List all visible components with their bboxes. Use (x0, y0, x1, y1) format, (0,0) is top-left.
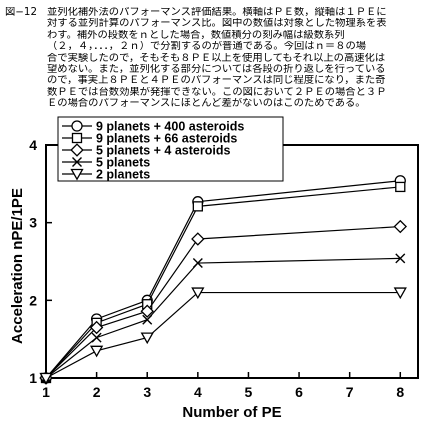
series-layer (39, 175, 408, 385)
caption-text: 並列化補外法のパフォーマンス評価結果。横軸はＰＥ数，縦軸は１ＰＥに 対する並列計… (47, 7, 425, 110)
x-marker (395, 253, 406, 264)
legend-label: 5 planets + 4 asteroids (96, 144, 230, 158)
legend-entry: 9 planets + 400 asteroids (62, 120, 244, 134)
y-tick-label: 3 (29, 215, 37, 231)
data-point (393, 219, 408, 234)
data-point (140, 304, 154, 318)
legend-marker (71, 120, 83, 132)
diamond-marker (140, 304, 154, 318)
square-marker (192, 201, 203, 212)
legend-box (57, 116, 284, 182)
legend-marker (70, 143, 84, 157)
triangle-down-marker (70, 168, 84, 181)
data-point (142, 314, 153, 325)
series-line (45, 225, 401, 379)
caption-line: 望めない。また，並列化する部分については各段の折り返しを行っている (47, 63, 386, 75)
x-tick-label: 7 (346, 384, 354, 400)
legend-entry: 5 planets + 4 asteroids (62, 143, 230, 158)
caption-line: ので，事実上８ＰＥと４ＰＥのパフォーマンスは同じ程度になり，また奇 (47, 75, 386, 87)
square-marker (395, 181, 406, 193)
legend-marker (71, 132, 83, 144)
legend-entry: 9 planets + 66 asteroids (62, 132, 237, 146)
diamond-marker (191, 232, 205, 246)
y-tick-label: 4 (29, 137, 37, 153)
legend-marker (72, 157, 82, 167)
x-tick-label: 4 (194, 384, 202, 400)
figure-caption: 図−12 並列化補外法のパフォーマンス評価結果。横軸はＰＥ数，縦軸は１ＰＥに 対… (5, 7, 427, 115)
data-point (395, 181, 406, 193)
series-4 (41, 253, 406, 383)
triangle-down-marker (140, 332, 154, 345)
x-tick-label: 1 (42, 384, 50, 400)
legend-label: 9 planets + 400 asteroids (96, 120, 244, 134)
caption-line: 数ＰＥでは台数効果が発揮できない。この図において２ＰＥの場合と３Ｐ (47, 86, 387, 98)
x-marker (91, 332, 102, 343)
legend-entry: 2 planets (62, 168, 150, 182)
diamond-marker (70, 143, 84, 157)
diamond-marker (89, 320, 104, 335)
y-tick-label: 1 (29, 370, 37, 386)
series-5 (39, 287, 407, 385)
x-tick-label: 8 (396, 384, 404, 400)
caption-line: 対する並列計算のパフォーマンス比。図中の数値は対象とした物理系を表 (47, 18, 387, 30)
x-tick-label: 2 (93, 384, 101, 400)
y-axis-label: Acceleration nPE/1PE (9, 188, 26, 344)
legend-marker (70, 168, 84, 181)
caption-line: 並列化補外法のパフォーマンス評価結果。横軸はＰＥ数，縦軸は１ＰＥに (47, 7, 387, 18)
data-point (140, 332, 154, 345)
data-point (39, 372, 53, 385)
legend-label: 9 planets + 66 asteroids (96, 132, 237, 146)
x-tick-label: 3 (143, 384, 151, 400)
x-marker-stroke (72, 157, 82, 167)
x-marker-stroke (142, 314, 153, 325)
figure-label: 図−12 (5, 7, 38, 18)
caption-line: 合で実験したので，そもそも８ＰＥ以上を使用してもそれ以上の高速化は (47, 52, 386, 64)
triangle-down-marker (39, 372, 53, 385)
data-point (192, 201, 203, 212)
series-3 (39, 219, 408, 385)
caption-line: （２，４，．．．，２ｎ）で分割するのが普通である。今回はｎ＝８の場 (47, 41, 367, 53)
data-point (89, 345, 104, 358)
legend-label: 2 planets (96, 168, 150, 182)
caption-line: Ｅの場合のパフォーマンスにほとんど差がないのはこのためである。 (47, 98, 366, 110)
data-point (192, 258, 203, 269)
triangle-down-marker (191, 287, 205, 300)
x-tick-label: 5 (245, 384, 253, 400)
x-marker (142, 314, 153, 325)
triangle-down-marker (89, 345, 104, 358)
data-point (89, 320, 104, 335)
diamond-marker (393, 219, 408, 234)
triangle-down-marker (393, 287, 407, 300)
legend-label: 5 planets (96, 156, 150, 170)
caption-line: わす。補外の段数をｎとした場合，数値積分の刻み幅は級数系列 (47, 29, 345, 41)
data-point (91, 332, 102, 343)
legend-entry: 5 planets (62, 156, 150, 170)
data-point (191, 287, 205, 300)
x-marker-stroke (192, 258, 203, 269)
x-marker (72, 157, 82, 167)
data-point (393, 287, 407, 300)
data-point (191, 232, 205, 246)
x-axis-label: Number of PE (182, 404, 281, 421)
x-marker-stroke (91, 332, 102, 343)
square-marker (71, 132, 83, 144)
circle-marker (71, 120, 83, 132)
data-point (395, 253, 406, 264)
x-marker-stroke (395, 253, 406, 264)
x-marker (192, 258, 203, 269)
y-tick-label: 2 (29, 292, 37, 308)
x-tick-label: 6 (295, 384, 303, 400)
